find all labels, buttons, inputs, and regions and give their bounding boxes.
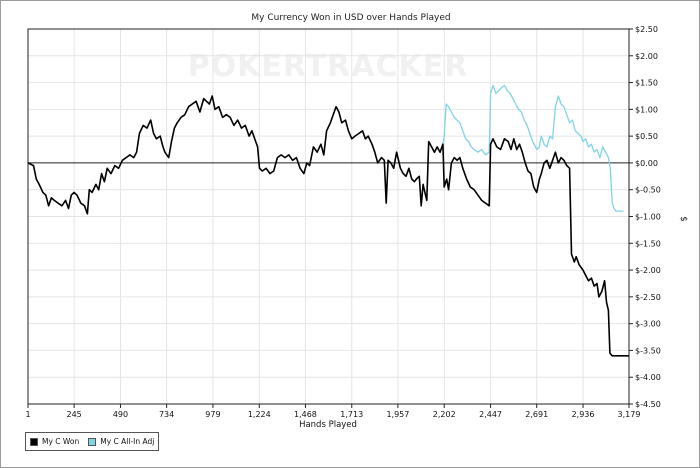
series-line-my-c-won — [27, 95, 629, 357]
x-tick-label: 2,936 — [572, 410, 595, 419]
x-axis-ticks: 1 245 490 734 979 1,224 1,468 1,713 1,957 2,202 2,… — [25, 404, 640, 419]
x-tick-label: 1 — [25, 410, 30, 419]
gridlines — [28, 29, 629, 404]
y-tick-label: $1.00 — [635, 105, 658, 114]
legend-swatch-cyan — [88, 437, 97, 446]
series-lines — [27, 84, 629, 357]
y-tick-label: $-1.00 — [635, 213, 661, 222]
y-tick-label: $-2.50 — [635, 293, 661, 302]
chart-title: My Currency Won in USD over Hands Played — [251, 13, 450, 23]
x-tick-label: 734 — [159, 410, 174, 419]
x-axis-label: Hands Played — [299, 420, 357, 430]
x-tick-label: 490 — [113, 410, 128, 419]
y-tick-label: $-0.50 — [635, 186, 661, 195]
y-tick-label: $0.00 — [635, 159, 658, 168]
x-tick-label: 1,957 — [386, 410, 409, 419]
y-axis-label: $ — [678, 216, 688, 221]
x-tick-label: 2,202 — [433, 410, 456, 419]
y-tick-label: $0.50 — [635, 132, 658, 141]
x-tick-label: 2,691 — [525, 410, 548, 419]
y-tick-label: $-1.50 — [635, 239, 661, 248]
legend-item-my-c-won[interactable]: My C Won — [30, 437, 79, 446]
legend-item-my-c-all-in-adj[interactable]: My C All-In Adj — [88, 437, 154, 446]
legend-swatch-black — [30, 437, 38, 446]
y-tick-label: $2.00 — [635, 52, 658, 61]
y-tick-label: $-4.00 — [635, 373, 661, 382]
y-tick-label: $1.50 — [635, 79, 658, 88]
y-tick-label: $-3.00 — [635, 320, 661, 329]
y-tick-label: $-4.50 — [635, 400, 661, 409]
legend-label: My C All-In Adj — [100, 437, 155, 446]
y-axis-ticks: $2.50 $2.00 $1.50 $1.00 $0.50 $0.00 $-0.50 $-1.… — [629, 25, 661, 409]
x-tick-label: 245 — [67, 410, 82, 419]
x-tick-label: 1,224 — [248, 410, 271, 419]
x-tick-label: 3,179 — [618, 410, 641, 419]
series-line-my-c-all-in-adj — [428, 84, 624, 212]
y-tick-label: $2.50 — [635, 25, 658, 34]
y-tick-label: $-3.50 — [635, 346, 661, 355]
y-tick-label: $-2.00 — [635, 266, 661, 275]
legend-label: My C Won — [42, 437, 80, 446]
x-tick-label: 2,447 — [479, 410, 502, 419]
x-tick-label: 1,468 — [294, 410, 317, 419]
x-tick-label: 979 — [205, 410, 220, 419]
x-tick-label: 1,713 — [340, 410, 363, 419]
legend: My C Won My C All-In Adj — [25, 432, 160, 451]
watermark-logo: POKERTRACKER — [188, 49, 469, 84]
